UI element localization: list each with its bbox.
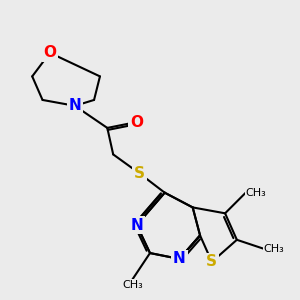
Text: CH₃: CH₃ — [246, 188, 266, 198]
Text: CH₃: CH₃ — [263, 244, 284, 254]
Text: S: S — [134, 166, 145, 181]
Text: O: O — [130, 115, 143, 130]
Text: N: N — [68, 98, 81, 113]
Text: N: N — [173, 251, 186, 266]
Text: S: S — [206, 254, 217, 269]
Text: CH₃: CH₃ — [122, 280, 143, 290]
Text: O: O — [44, 45, 56, 60]
Text: N: N — [130, 218, 143, 232]
